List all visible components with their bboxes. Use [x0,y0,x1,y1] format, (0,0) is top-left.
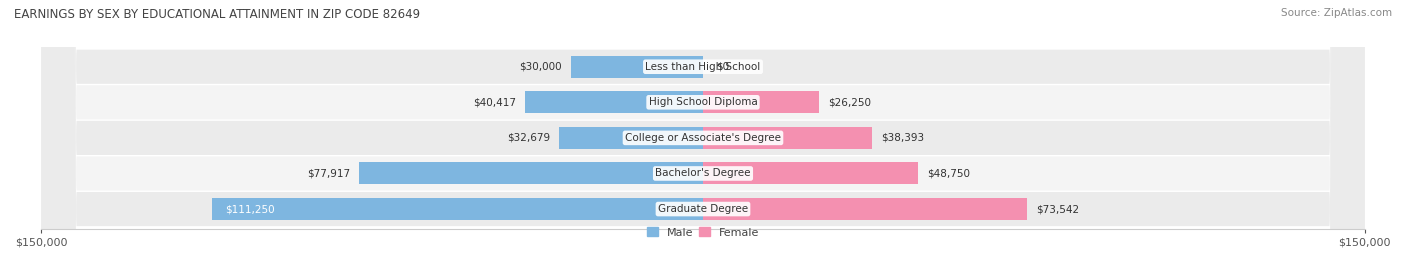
Bar [360,162,703,184]
Text: $48,750: $48,750 [927,169,970,178]
FancyBboxPatch shape [41,0,1365,268]
Text: Source: ZipAtlas.com: Source: ZipAtlas.com [1281,8,1392,18]
FancyBboxPatch shape [41,0,1365,268]
Text: Less than High School: Less than High School [645,62,761,72]
Text: $111,250: $111,250 [225,204,276,214]
Text: EARNINGS BY SEX BY EDUCATIONAL ATTAINMENT IN ZIP CODE 82649: EARNINGS BY SEX BY EDUCATIONAL ATTAINMEN… [14,8,420,21]
Bar [703,162,918,184]
Text: College or Associate's Degree: College or Associate's Degree [626,133,780,143]
Bar [703,127,872,149]
Text: $32,679: $32,679 [508,133,550,143]
FancyBboxPatch shape [41,0,1365,268]
Text: Bachelor's Degree: Bachelor's Degree [655,169,751,178]
Text: $26,250: $26,250 [828,97,870,107]
Bar [703,91,818,113]
Text: Graduate Degree: Graduate Degree [658,204,748,214]
Legend: Male, Female: Male, Female [647,228,759,237]
Bar [524,91,703,113]
Bar [703,198,1028,220]
Text: High School Diploma: High School Diploma [648,97,758,107]
Text: $77,917: $77,917 [308,169,350,178]
FancyBboxPatch shape [41,0,1365,268]
Text: $38,393: $38,393 [882,133,924,143]
FancyBboxPatch shape [41,0,1365,268]
Bar [571,56,703,78]
Text: $0: $0 [716,62,730,72]
Text: $30,000: $30,000 [519,62,562,72]
Bar [558,127,703,149]
Bar [212,198,703,220]
Text: $73,542: $73,542 [1036,204,1080,214]
Text: $40,417: $40,417 [472,97,516,107]
